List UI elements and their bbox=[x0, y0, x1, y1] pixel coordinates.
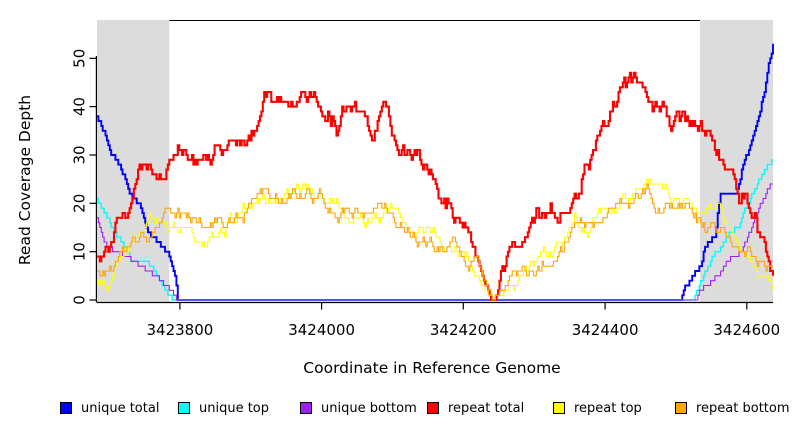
x-tick-label: 3424600 bbox=[713, 321, 780, 339]
shaded-region bbox=[700, 20, 773, 302]
legend-item-repeat-top: repeat top bbox=[553, 398, 642, 418]
legend-label: repeat total bbox=[448, 400, 525, 416]
legend-swatch-icon bbox=[427, 402, 439, 414]
legend-swatch-icon bbox=[675, 402, 687, 414]
shaded-region bbox=[97, 20, 170, 302]
x-tick-label: 3424200 bbox=[430, 321, 497, 339]
legend-item-unique-total: unique total bbox=[60, 398, 159, 418]
y-tick-label: 50 bbox=[71, 49, 89, 68]
legend-label: unique total bbox=[81, 400, 160, 416]
legend-item-unique-top: unique top bbox=[178, 398, 269, 418]
x-tick-label: 3424400 bbox=[572, 321, 639, 339]
series-line-repeat-bottom bbox=[97, 183, 773, 301]
legend-item-unique-bottom: unique bottom bbox=[300, 398, 417, 418]
y-tick-label: 10 bbox=[71, 242, 89, 261]
x-tick-label: 3424000 bbox=[288, 321, 355, 339]
legend-label: repeat top bbox=[574, 400, 642, 416]
legend-label: repeat bottom bbox=[696, 400, 790, 416]
legend-label: unique bottom bbox=[321, 400, 417, 416]
coverage-plot: 3423800 3424000 3424200 3424400 3424600 0 10 20… bbox=[16, 20, 780, 377]
y-tick-label: 0 bbox=[71, 295, 89, 305]
x-axis-title: Coordinate in Reference Genome bbox=[303, 359, 560, 377]
y-tick-label: 20 bbox=[71, 194, 89, 213]
series-line-unique-top bbox=[97, 159, 773, 301]
x-tick-label: 3423800 bbox=[146, 321, 213, 339]
legend-swatch-icon bbox=[178, 402, 190, 414]
legend-swatch-icon bbox=[553, 402, 565, 414]
legend-item-repeat-total: repeat total bbox=[427, 398, 524, 418]
legend-swatch-icon bbox=[60, 402, 72, 414]
legend-label: unique top bbox=[199, 400, 270, 416]
series-line-repeat-top bbox=[97, 178, 774, 301]
legend: unique total unique top unique bottom repea… bbox=[0, 398, 792, 420]
legend-swatch-icon bbox=[300, 402, 312, 414]
y-tick-label: 40 bbox=[71, 97, 89, 116]
series-line-unique-total bbox=[97, 43, 774, 301]
y-axis-title: Read Coverage Depth bbox=[16, 95, 34, 265]
y-tick-label: 30 bbox=[71, 145, 89, 164]
legend-item-repeat-bottom: repeat bottom bbox=[675, 398, 790, 418]
series-line-repeat-total bbox=[97, 71, 775, 302]
